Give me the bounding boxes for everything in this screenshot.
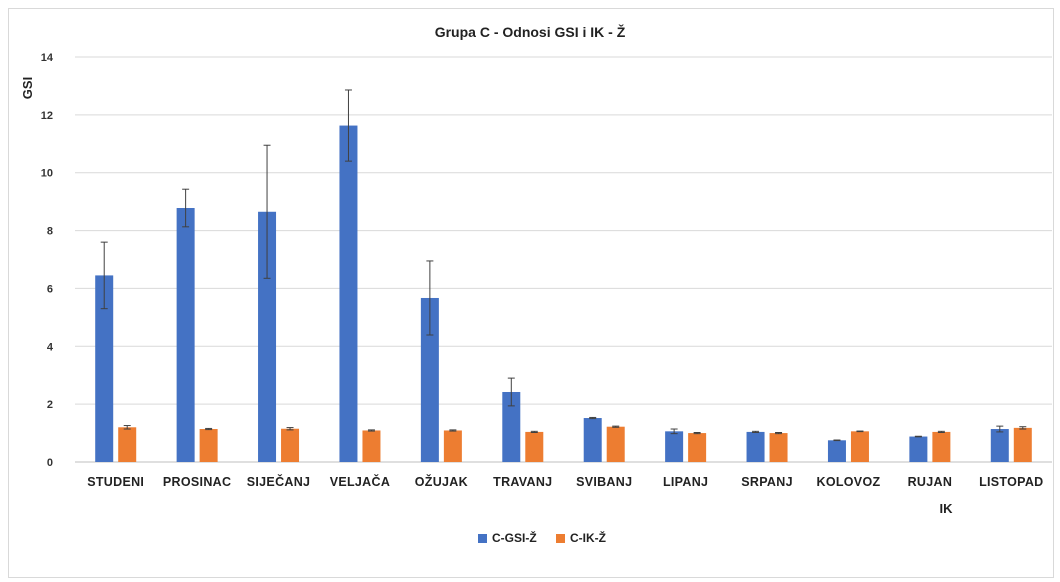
bar bbox=[827, 440, 846, 462]
bar-group bbox=[665, 428, 707, 462]
bar bbox=[769, 433, 788, 462]
x-tick-label: SVIBANJ bbox=[576, 475, 632, 489]
y-tick-label: 12 bbox=[41, 110, 53, 122]
bar bbox=[176, 208, 195, 462]
bar bbox=[932, 431, 951, 462]
bar bbox=[909, 436, 928, 462]
x-tick-label: STUDENI bbox=[87, 475, 144, 489]
y-tick-label: 14 bbox=[41, 52, 54, 64]
x-tick-label: LISTOPAD bbox=[979, 475, 1043, 489]
bar bbox=[281, 428, 300, 462]
y-tick-label: 6 bbox=[47, 283, 53, 295]
bar bbox=[443, 430, 462, 462]
bar-group bbox=[176, 188, 218, 462]
legend-label: C-GSI-Ž bbox=[492, 530, 537, 545]
x-tick-label: SRPANJ bbox=[741, 475, 793, 489]
bar-group bbox=[502, 377, 544, 462]
bar bbox=[746, 431, 765, 462]
x-tick-label: TRAVANJ bbox=[493, 475, 552, 489]
bar-group bbox=[990, 425, 1032, 462]
bar-group bbox=[258, 144, 300, 462]
x-tick-label: SIJEČANJ bbox=[247, 474, 311, 489]
legend-label: C-IK-Ž bbox=[570, 530, 606, 545]
bar bbox=[525, 431, 544, 462]
bar-group bbox=[827, 430, 869, 462]
y-tick-label: 4 bbox=[47, 341, 54, 353]
x-tick-label: VELJAČA bbox=[330, 474, 390, 489]
legend-swatch bbox=[478, 534, 487, 543]
bar-group bbox=[583, 416, 625, 462]
bar-group bbox=[95, 241, 137, 462]
legend: C-GSI-Ž C-IK-Ž bbox=[478, 530, 606, 545]
bar-group bbox=[909, 430, 951, 462]
bar bbox=[420, 297, 439, 462]
bar bbox=[258, 211, 277, 462]
bar bbox=[118, 427, 137, 462]
bar bbox=[583, 418, 602, 462]
bar bbox=[606, 426, 625, 462]
bar-groups bbox=[95, 89, 1032, 462]
x-axis-title: IK bbox=[940, 501, 954, 516]
bar-group bbox=[339, 89, 381, 462]
bar-group bbox=[746, 430, 788, 462]
bar bbox=[95, 275, 114, 462]
y-tick-label: 10 bbox=[41, 168, 53, 180]
bar bbox=[362, 430, 381, 462]
legend-swatch bbox=[556, 534, 565, 543]
bar bbox=[1013, 427, 1032, 462]
x-tick-label: KOLOVOZ bbox=[817, 475, 881, 489]
x-tick-label: PROSINAC bbox=[163, 475, 231, 489]
bar-group bbox=[420, 260, 462, 462]
bar bbox=[339, 125, 358, 462]
y-tick-label: 8 bbox=[47, 226, 53, 238]
x-tick-labels: STUDENI PROSINAC SIJEČANJ VELJAČA OŽUJAK TRAV… bbox=[87, 474, 1043, 489]
y-axis-title: GSI bbox=[20, 77, 35, 99]
bar bbox=[990, 429, 1009, 462]
bar bbox=[850, 431, 869, 462]
legend-item: C-IK-Ž bbox=[556, 530, 606, 545]
bar bbox=[502, 391, 521, 462]
bar bbox=[688, 433, 707, 462]
x-tick-label: RUJAN bbox=[908, 475, 953, 489]
y-tick-label: 2 bbox=[47, 399, 53, 411]
y-tick-label: 0 bbox=[47, 457, 53, 469]
legend-item: C-GSI-Ž bbox=[478, 530, 537, 545]
x-tick-label: LIPANJ bbox=[663, 475, 708, 489]
gridlines bbox=[75, 56, 1052, 463]
chart-title: Grupa C - Odnosi GSI i IK - Ž bbox=[435, 23, 626, 40]
y-tick-labels: 0 2 4 6 8 10 12 14 bbox=[41, 52, 54, 469]
bar bbox=[665, 431, 684, 462]
x-tick-label: OŽUJAK bbox=[415, 474, 468, 489]
bar bbox=[199, 429, 218, 462]
